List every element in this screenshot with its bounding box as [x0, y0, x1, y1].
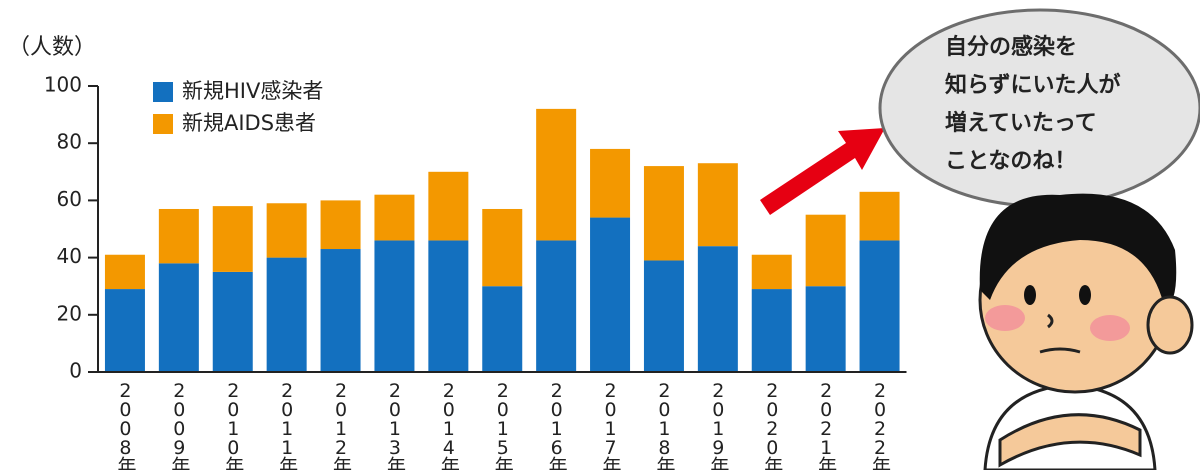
- bar-segment: [805, 214, 846, 287]
- bar-segment: [374, 240, 415, 372]
- bubble-text: 自分の感染を: [945, 34, 1077, 60]
- bar-segment: [859, 191, 900, 241]
- bar-segment: [266, 203, 307, 258]
- x-tick-label: 2017年: [600, 380, 622, 470]
- bar-segment: [428, 240, 469, 372]
- legend-swatch: [153, 82, 173, 102]
- bar-segment: [104, 289, 145, 372]
- y-tick-label: 100: [44, 73, 82, 97]
- bubble-text: ことなのね！: [945, 149, 1076, 174]
- x-tick-label: 2018年: [653, 380, 675, 470]
- bar-segment: [428, 171, 469, 241]
- bubble-text: 増えていたって: [945, 110, 1097, 136]
- arrow: [760, 128, 885, 215]
- x-tick-label: 2012年: [330, 380, 352, 470]
- character: [978, 193, 1194, 470]
- bubble-text: 知らずにいた人が: [945, 72, 1121, 98]
- bar-segment: [320, 249, 361, 372]
- bar-segment: [320, 200, 361, 250]
- bar-segment: [212, 206, 253, 272]
- bar-segment: [590, 217, 631, 372]
- x-tick-label: 2008年: [114, 380, 136, 470]
- y-tick-label: 20: [57, 301, 82, 325]
- bar-segment: [643, 166, 684, 261]
- bar-segment: [536, 240, 577, 372]
- bar-segment: [158, 208, 199, 264]
- y-tick-label: 80: [57, 130, 82, 154]
- x-tick-label: 2019年: [707, 380, 729, 470]
- y-tick-label: 60: [57, 187, 82, 211]
- y-axis-label: （人数）: [8, 35, 96, 60]
- bar-segment: [859, 240, 900, 372]
- bar-segment: [212, 271, 253, 372]
- y-tick-label: 40: [57, 244, 82, 268]
- bar-segment: [751, 289, 792, 372]
- bar-segment: [805, 286, 846, 372]
- bar-segment: [751, 254, 792, 290]
- legend-label: 新規AIDS患者: [182, 111, 316, 135]
- x-tick-label: 2009年: [168, 380, 190, 470]
- x-tick-label: 2014年: [438, 380, 460, 470]
- x-tick-label: 2016年: [546, 380, 568, 470]
- y-tick-label: 0: [69, 359, 82, 383]
- x-tick-label: 2010年: [222, 380, 244, 470]
- bar-segment: [374, 194, 415, 241]
- bar-segment: [158, 263, 199, 372]
- legend-label: 新規HIV感染者: [182, 79, 323, 103]
- x-tick-label: 2013年: [384, 380, 406, 470]
- bar-segment: [643, 260, 684, 372]
- bar-segment: [266, 257, 307, 372]
- bar-segment: [104, 254, 145, 290]
- bar-segment: [697, 246, 738, 372]
- bar-segment: [697, 163, 738, 247]
- x-tick-label: 2015年: [492, 380, 514, 470]
- bar-segment: [590, 148, 631, 218]
- x-tick-label: 2021年: [815, 380, 837, 470]
- x-tick-label: 2022年: [869, 380, 891, 470]
- x-tick-label: 2011年: [276, 380, 298, 470]
- legend-swatch: [153, 114, 173, 134]
- x-tick-label: 2020年: [761, 380, 783, 470]
- bar-segment: [482, 286, 523, 372]
- bar-segment: [482, 208, 523, 287]
- bar-segment: [536, 108, 577, 241]
